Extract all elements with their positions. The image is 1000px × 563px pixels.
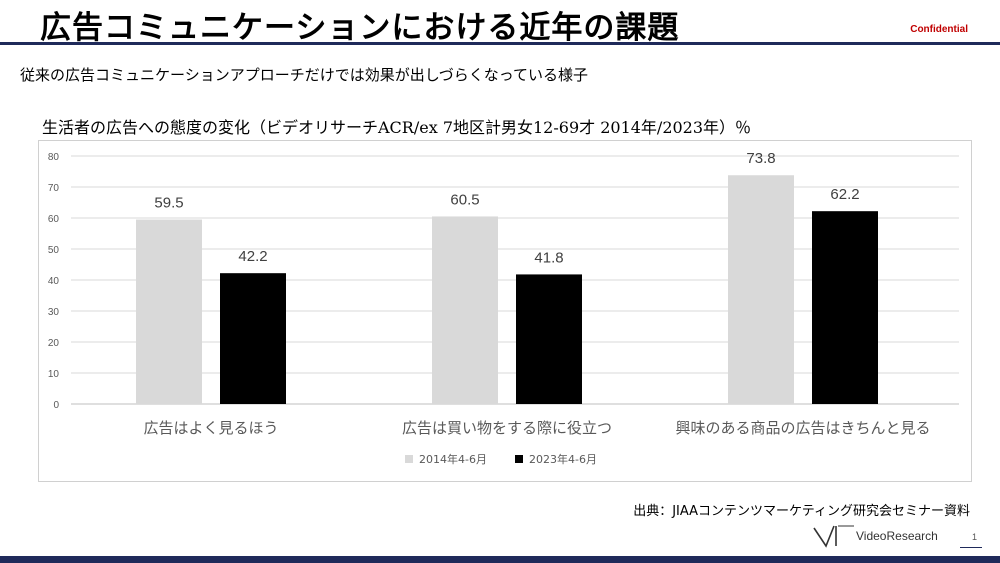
legend-swatch xyxy=(405,455,413,463)
y-tick-label: 10 xyxy=(48,369,60,380)
confidential-label: Confidential xyxy=(910,24,968,35)
logo-mark-icon xyxy=(813,525,854,548)
legend-label: 2014年4-6月 xyxy=(419,452,487,466)
x-tick-label: 興味のある商品の広告はきちんと見る xyxy=(675,419,930,437)
chart-container: 0 10 20 30 40 50 60 70 80 59.5 42.2 広告はよく見るほう 60.5 41… xyxy=(38,140,972,482)
logo-text: VideoResearch xyxy=(856,529,938,543)
page-number-underline xyxy=(960,547,982,548)
bar-chart: 0 10 20 30 40 50 60 70 80 59.5 42.2 広告はよく見るほう 60.5 41… xyxy=(48,150,959,466)
chart-title: 生活者の広告への態度の変化（ビデオリサーチACR/ex 7地区計男女12-69才… xyxy=(42,118,752,137)
slide-title: 広告コミュニケーションにおける近年の課題 xyxy=(40,10,680,46)
y-tick-label: 60 xyxy=(48,214,60,225)
bar xyxy=(136,219,202,404)
video-research-logo: VideoResearch xyxy=(812,524,962,550)
data-label: 42.2 xyxy=(238,248,267,265)
y-tick-label: 20 xyxy=(48,338,60,349)
title-divider xyxy=(0,42,1000,45)
data-label: 41.8 xyxy=(534,249,563,266)
bar xyxy=(728,175,794,404)
bar xyxy=(432,216,498,404)
bar xyxy=(220,273,286,404)
page-number: 1 xyxy=(972,532,978,542)
y-tick-label: 30 xyxy=(48,307,60,318)
x-tick-label: 広告はよく見るほう xyxy=(143,419,278,437)
y-tick-label: 50 xyxy=(48,245,60,256)
y-tick-label: 40 xyxy=(48,276,60,287)
y-tick-label: 70 xyxy=(48,183,60,194)
footer-bar xyxy=(0,556,1000,563)
y-tick-label: 0 xyxy=(53,400,59,411)
source-note: 出典：JIAAコンテンツマーケティング研究会セミナー資料 xyxy=(633,504,970,519)
legend-label: 2023年4-6月 xyxy=(529,452,597,466)
y-tick-label: 80 xyxy=(48,152,60,163)
legend-swatch xyxy=(515,455,523,463)
x-tick-label: 広告は買い物をする際に役立つ xyxy=(402,419,612,437)
data-label: 73.8 xyxy=(746,150,775,167)
bar xyxy=(516,274,582,404)
slide-subtitle: 従来の広告コミュニケーションアプローチだけでは効果が出しづらくなっている様子 xyxy=(20,66,589,84)
data-label: 62.2 xyxy=(830,186,859,203)
bar xyxy=(812,211,878,404)
data-label: 59.5 xyxy=(154,195,183,212)
data-label: 60.5 xyxy=(450,191,479,208)
